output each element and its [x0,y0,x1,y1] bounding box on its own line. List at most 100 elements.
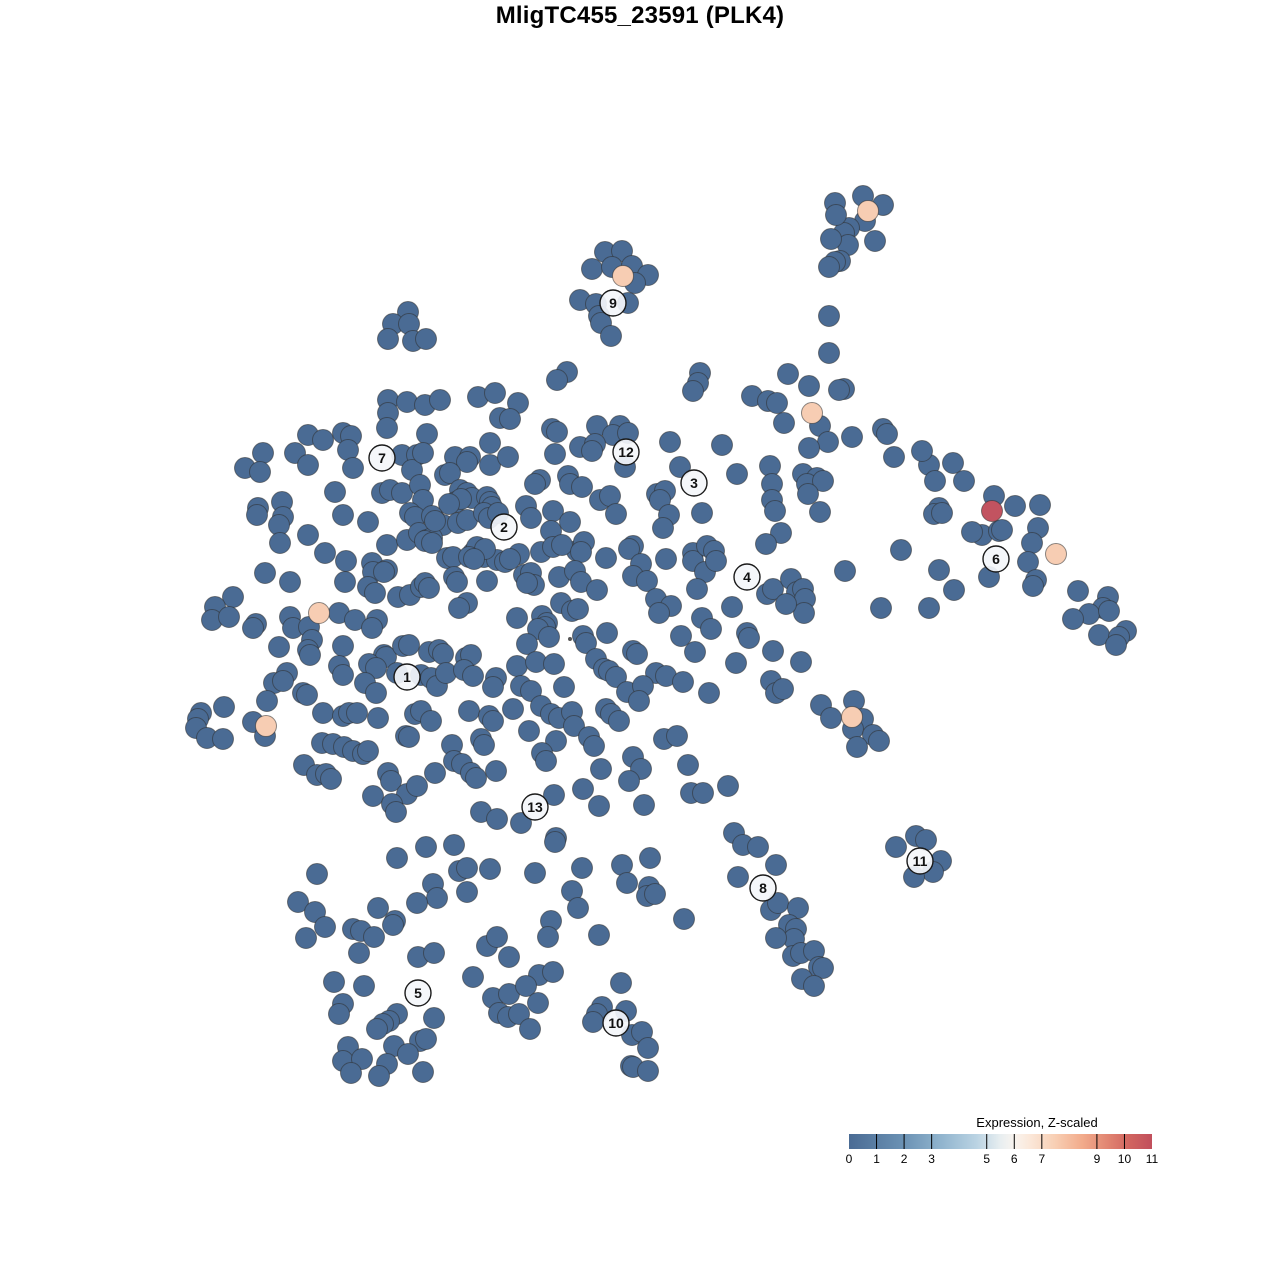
data-point [365,682,387,704]
cluster-badge-number: 11 [913,853,928,869]
data-point [885,836,907,858]
data-point [559,511,581,533]
data-point [943,579,965,601]
colorbar-tick-label: 1 [873,1152,880,1166]
data-point [429,389,451,411]
colorbar [849,1134,1152,1149]
data-point [519,1018,541,1040]
data-point [765,854,787,876]
data-point [677,754,699,776]
cluster-badge-number: 8 [759,880,767,896]
data-point [537,926,559,948]
colorbar-tick-label: 3 [928,1152,935,1166]
data-point [342,457,364,479]
data-point [543,784,565,806]
data-point [462,966,484,988]
data-point [484,382,506,404]
chart-title: MligTC455_23591 (PLK4) [495,2,785,29]
data-point [610,972,632,994]
data-point [1004,495,1026,517]
data-point [583,735,605,757]
data-point [502,698,524,720]
data-point [590,758,612,780]
data-point [306,863,328,885]
data-point [524,862,546,884]
data-point [698,682,720,704]
data-point [412,442,434,464]
data-point [456,451,478,473]
data-point [726,463,748,485]
data-point [918,597,940,619]
data-point [246,504,268,526]
cluster-badge-9 [599,289,627,317]
colorbar-tick-label: 5 [983,1152,990,1166]
data-point [825,204,847,226]
data-point [652,517,674,539]
data-point [446,571,468,593]
data-point [803,975,825,997]
data-point [575,632,597,654]
data-point [553,676,575,698]
cluster-badge-number: 13 [527,799,543,815]
data-point [314,916,336,938]
data-point [242,617,264,639]
data-point [691,502,713,524]
colorbar-tick-label: 0 [846,1152,853,1166]
cluster-badge-10 [602,1009,630,1037]
data-point [637,1060,659,1082]
data-point [373,561,395,583]
data-point [439,462,461,484]
data-point [312,429,334,451]
data-point [942,452,964,474]
data-point [499,548,521,570]
data-point [545,730,567,752]
data-point [725,652,747,674]
data-point [571,857,593,879]
data-point [397,1043,419,1065]
data-point-high-expression [841,706,863,728]
data-point [870,597,892,619]
data-point [268,636,290,658]
data-point [482,710,504,732]
data-point [421,532,443,554]
data-point [348,942,370,964]
data-point [567,897,589,919]
data-point [798,375,820,397]
data-point [883,446,905,468]
cluster-badge-number: 3 [690,475,698,491]
data-point [438,493,460,515]
cluster-badge-13 [521,793,549,821]
colorbar-tick-label: 9 [1094,1152,1101,1166]
data-point [567,598,589,620]
data-point [1098,600,1120,622]
data-point [738,627,760,649]
data-point [765,927,787,949]
data-point [424,510,446,532]
data-point [812,957,834,979]
data-point [499,408,521,430]
data-point [218,606,240,628]
data-point [798,437,820,459]
data-point [340,1062,362,1084]
cluster-badge-8 [749,874,777,902]
data-point [542,961,564,983]
data-point [705,550,727,572]
data-point [820,228,842,250]
data-point-high-expression [612,265,634,287]
data-point [473,734,495,756]
data-point [655,548,677,570]
data-point [320,768,342,790]
data-point [868,730,890,752]
data-point [605,503,627,525]
cluster-badge-3 [680,469,708,497]
data-point [572,778,594,800]
data-point [498,946,520,968]
data-point [608,710,630,732]
data-point [538,626,560,648]
data-point [535,750,557,772]
data-point [764,500,786,522]
data-point-high-expression [801,402,823,424]
cluster-badge-12 [612,438,640,466]
data-point [486,808,508,830]
